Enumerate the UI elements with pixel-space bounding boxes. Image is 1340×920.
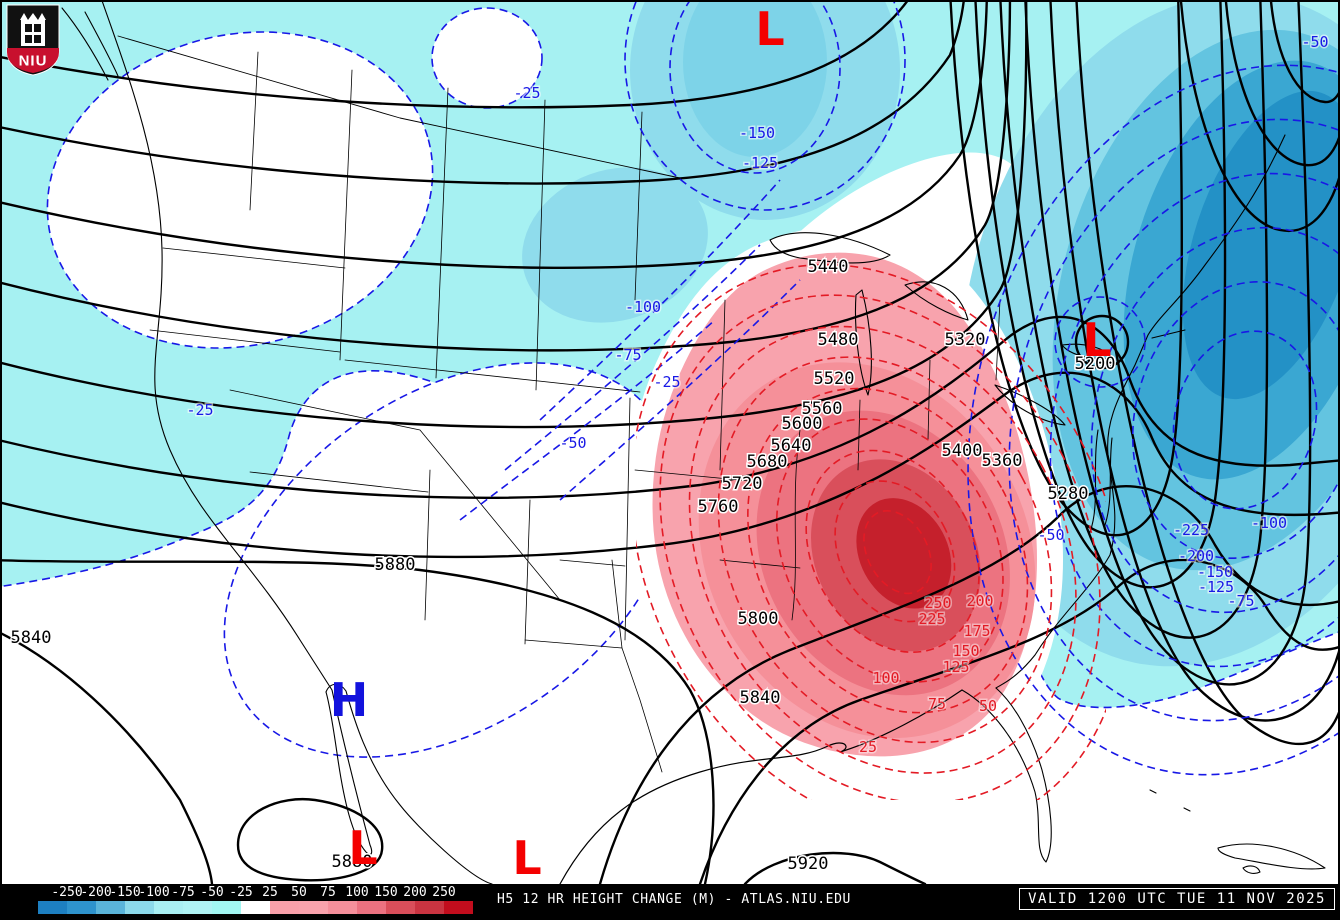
colorbar-cell <box>96 901 125 914</box>
niu-logo: NIU <box>6 4 60 76</box>
valid-time-badge: VALID 1200 UTC TUE 11 NOV 2025 <box>1019 888 1335 910</box>
map-title: H5 12 HR HEIGHT CHANGE (M) - ATLAS.NIU.E… <box>497 892 851 907</box>
negative-change-label: -100 <box>625 298 661 316</box>
negative-change-label: -100 <box>1251 514 1287 532</box>
height-contour-label: 5400 <box>942 441 983 461</box>
negative-change-label: -50 <box>1301 33 1328 51</box>
colorbar-cell <box>386 901 415 914</box>
colorbar-cell <box>125 901 154 914</box>
negative-change-label: -75 <box>1227 592 1254 610</box>
colorbar-tick-label: -250 <box>51 885 83 900</box>
colorbar-cell <box>241 901 270 914</box>
colorbar-tick-label: 75 <box>320 885 336 900</box>
positive-change-contours <box>636 263 1106 800</box>
positive-change-label: 175 <box>963 622 990 640</box>
height-contour-label: 5600 <box>782 414 823 434</box>
negative-change-label: -75 <box>614 346 641 364</box>
negative-change-label: -150 <box>1197 563 1233 581</box>
positive-change-label: 75 <box>928 695 946 713</box>
height-contour-label: 5840 <box>740 688 781 708</box>
colorbar-tick-label: 150 <box>374 885 398 900</box>
height-contour-label: 5840 <box>11 628 52 648</box>
colorbar-cell <box>270 901 299 914</box>
height-contour-label: 5560 <box>802 399 843 419</box>
height-contour-label: 5760 <box>698 497 739 517</box>
positive-change-label: 150 <box>952 642 979 660</box>
low-pressure-marker: L <box>1082 313 1111 367</box>
colorbar-cell <box>183 901 212 914</box>
colorbar-cell <box>357 901 386 914</box>
height-contour-label: 5200 <box>1075 354 1116 374</box>
positive-change-label: 25 <box>859 738 877 756</box>
colorbar-tick-label: 50 <box>291 885 307 900</box>
positive-change-fill-regions <box>626 226 1063 783</box>
colorbar-tick-label: -200 <box>80 885 112 900</box>
negative-change-label: -200 <box>1178 547 1214 565</box>
negative-change-label: -225 <box>1173 521 1209 539</box>
colorbar-labels: -250 -200 -150 -100 -75 -50 -25 25 50 75 100 150 200… <box>38 885 498 900</box>
height-contour-label: 5480 <box>818 330 859 350</box>
positive-change-label: 250 <box>924 594 951 612</box>
colorbar-tick-label: 200 <box>403 885 427 900</box>
footer-bar: -250 -200 -150 -100 -75 -50 -25 25 50 75 100 150 200… <box>0 884 1340 920</box>
height-contour-label: 5440 <box>808 257 849 277</box>
negative-change-label: -25 <box>653 373 680 391</box>
colorbar-tick-label: -75 <box>171 885 195 900</box>
colorbar-cell <box>444 901 473 914</box>
colorbar-cell <box>299 901 328 914</box>
colorbar-tick-label: 100 <box>345 885 369 900</box>
height-contour-label: 5800 <box>738 609 779 629</box>
height-contour-label: 5280 <box>1048 484 1089 504</box>
height-contour-label: 5720 <box>722 474 763 494</box>
negative-change-label: -50 <box>559 434 586 452</box>
colorbar-tick-label: 25 <box>262 885 278 900</box>
height-contour-label: 5880 <box>332 852 373 872</box>
positive-change-label: 225 <box>918 610 945 628</box>
niu-castle-icon <box>20 13 46 46</box>
height-contour-label: 5640 <box>771 436 812 456</box>
positive-change-label: 50 <box>979 697 997 715</box>
height-contour-label: 5360 <box>982 451 1023 471</box>
positive-change-label: 100 <box>872 669 899 687</box>
height-contour-label: 5320 <box>945 330 986 350</box>
height-contour-label: 5880 <box>375 555 416 575</box>
negative-change-label: -150 <box>739 124 775 142</box>
low-pressure-marker: L <box>512 831 541 884</box>
colorbar-tick-label: -50 <box>200 885 224 900</box>
colorbar-tick-label: 250 <box>432 885 456 900</box>
low-pressure-marker: L <box>755 2 784 56</box>
colorbar-cell <box>328 901 357 914</box>
negative-change-label: -125 <box>742 154 778 172</box>
negative-change-label: -25 <box>186 401 213 419</box>
colorbar-cell <box>154 901 183 914</box>
height-contour-label: 5520 <box>814 369 855 389</box>
colorbar <box>38 901 473 914</box>
colorbar-tick-label: -100 <box>138 885 170 900</box>
niu-logo-text: NIU <box>19 53 48 70</box>
negative-change-label: -25 <box>513 84 540 102</box>
height-contour-label: 5920 <box>788 854 829 874</box>
positive-change-label: 200 <box>966 592 993 610</box>
colorbar-cell <box>67 901 96 914</box>
high-pressure-marker: H <box>330 673 369 727</box>
pressure-markers: L L H L L <box>330 2 1112 884</box>
height-contour-label: 5680 <box>747 452 788 472</box>
colorbar-tick-label: -150 <box>109 885 141 900</box>
positive-change-label: 125 <box>942 658 969 676</box>
negative-change-contours <box>459 0 1340 776</box>
colorbar-cell <box>212 901 241 914</box>
niu-banner <box>7 48 59 73</box>
negative-change-label: -125 <box>1198 578 1234 596</box>
map-canvas: 5440 5480 5520 5560 5600 5640 5680 5720 5760 5320… <box>0 0 1340 884</box>
low-pressure-marker: L <box>348 821 377 875</box>
negative-change-labels: -25-150-125-100-75-25-25-50-50-225-200-1… <box>185 32 1330 612</box>
colorbar-cell <box>38 901 67 914</box>
colorbar-tick-label: -25 <box>229 885 253 900</box>
colorbar-cell <box>415 901 444 914</box>
negative-change-label: -50 <box>1037 526 1064 544</box>
